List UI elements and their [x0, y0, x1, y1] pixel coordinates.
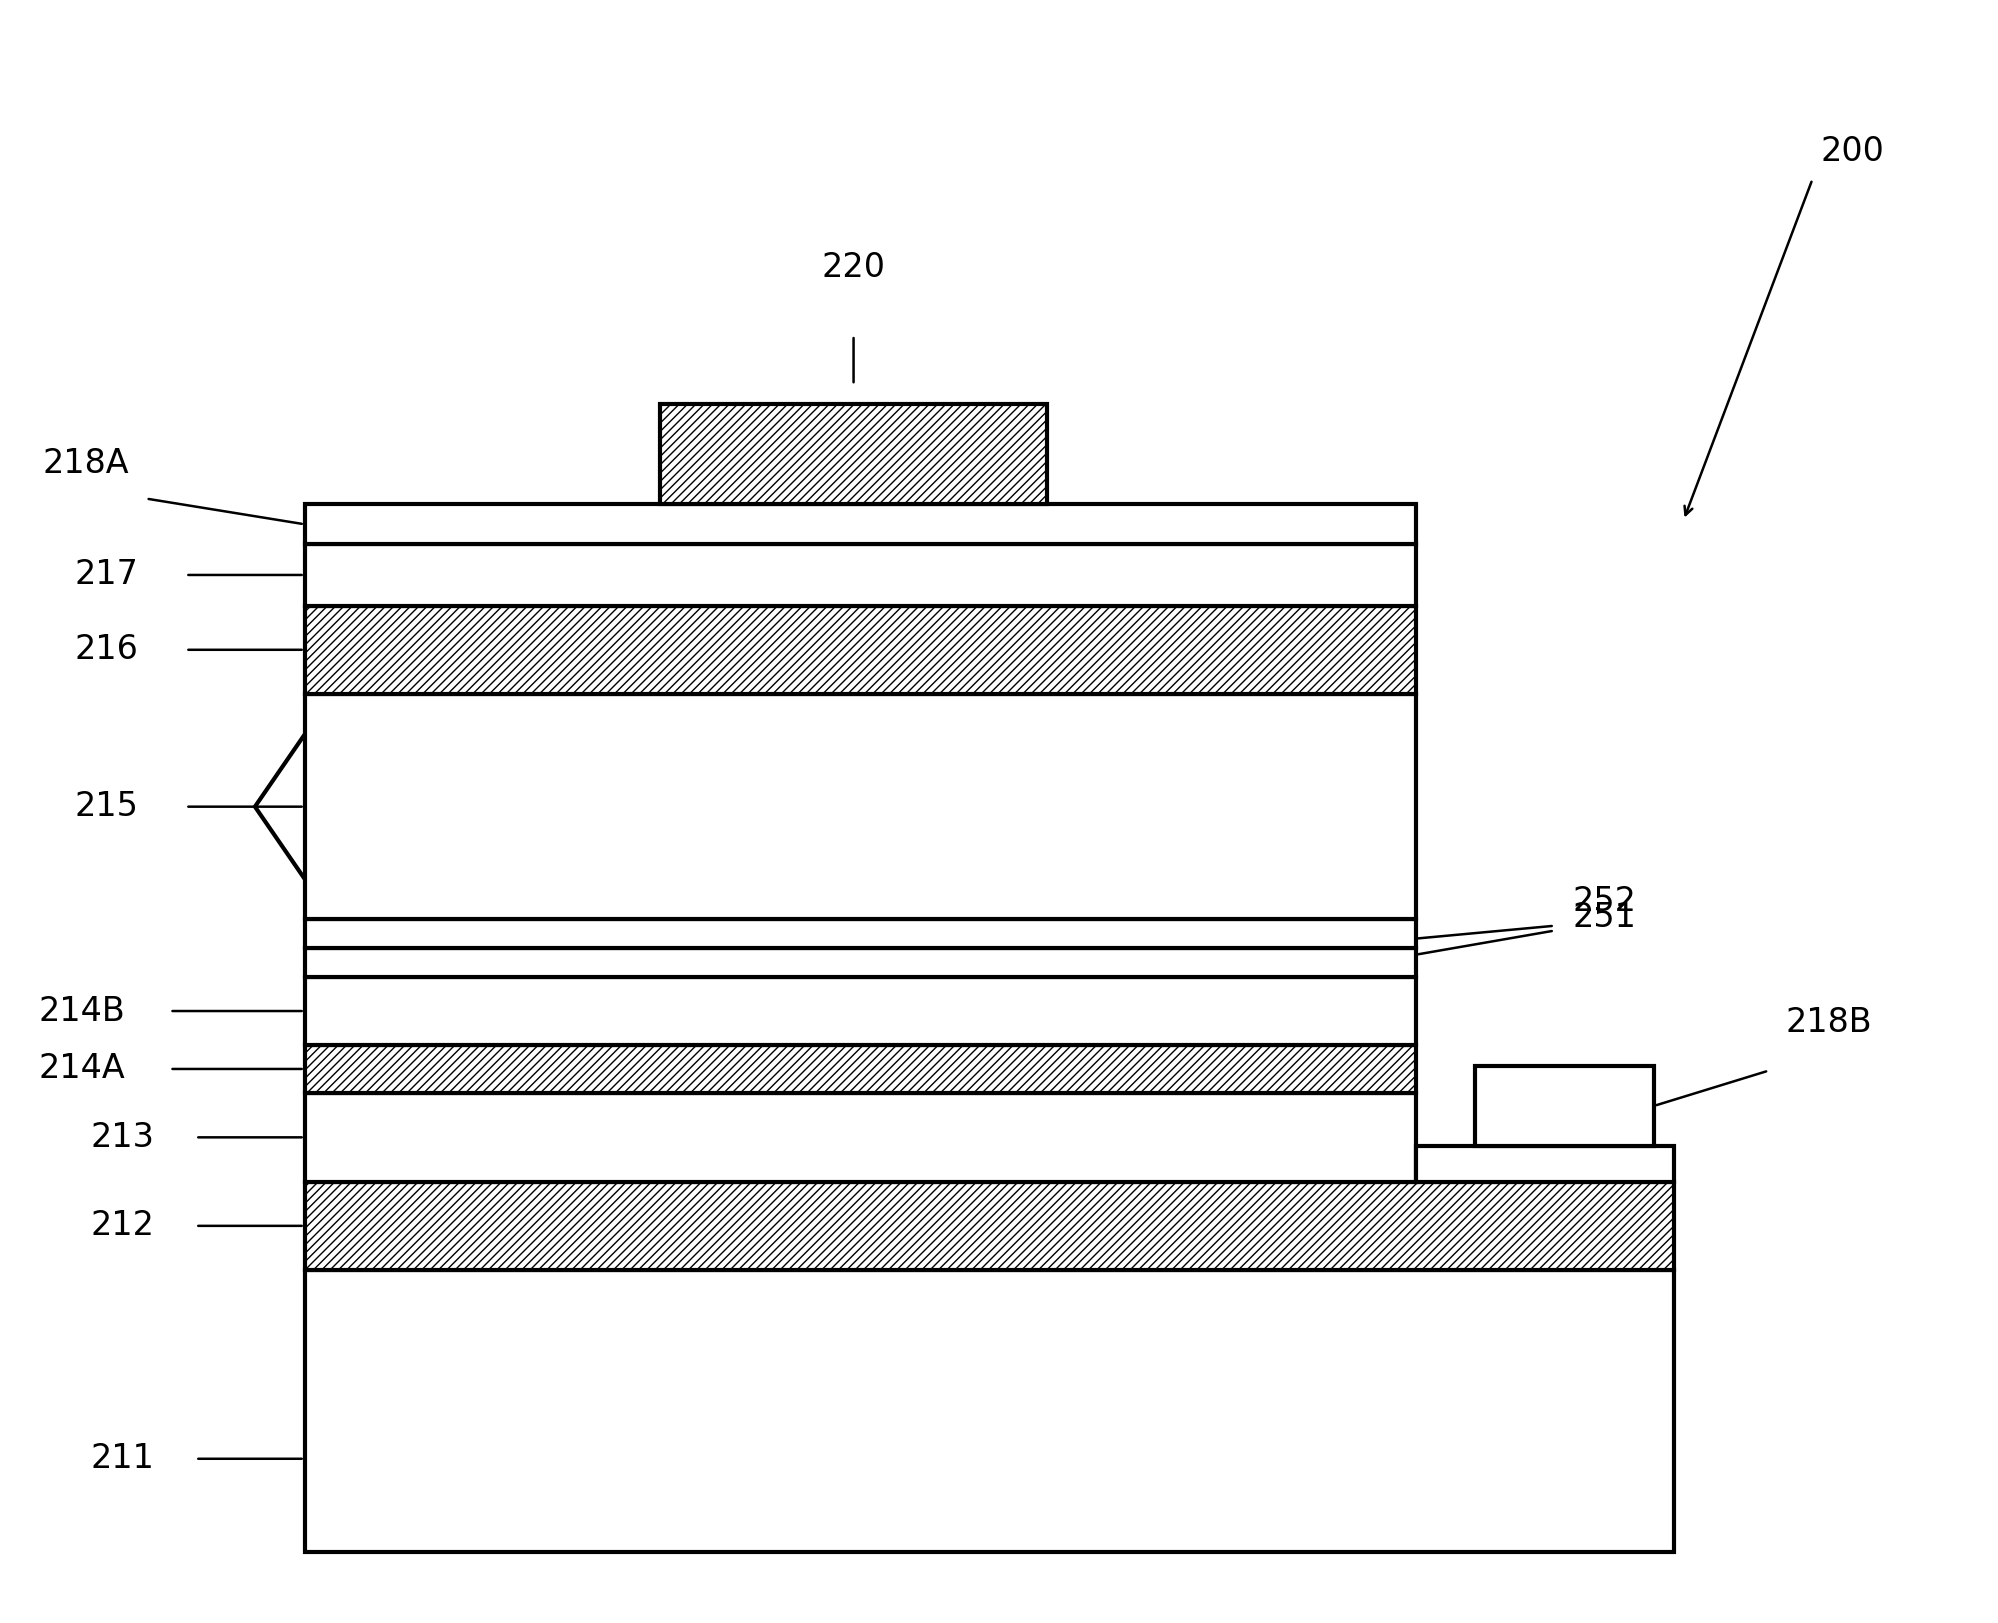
Bar: [304, 605, 1417, 695]
Bar: [304, 919, 1417, 948]
Bar: [304, 1271, 1674, 1552]
Text: 217: 217: [74, 558, 138, 591]
Text: 218A: 218A: [44, 446, 130, 480]
Text: 214B: 214B: [40, 995, 126, 1027]
Bar: [304, 505, 1417, 544]
Text: 216: 216: [74, 633, 138, 667]
Bar: [1475, 1066, 1654, 1146]
Text: 212: 212: [90, 1209, 154, 1242]
Bar: [304, 544, 1417, 605]
Bar: [304, 1094, 1417, 1182]
Text: 215: 215: [74, 790, 138, 823]
Text: 252: 252: [1572, 885, 1636, 919]
Text: 213: 213: [90, 1121, 154, 1154]
Bar: [304, 1182, 1674, 1271]
Bar: [1417, 1146, 1674, 1182]
Text: 218B: 218B: [1784, 1006, 1872, 1039]
Text: 200: 200: [1820, 135, 1884, 169]
Bar: [304, 1045, 1417, 1094]
Text: 251: 251: [1572, 901, 1636, 935]
Bar: [304, 977, 1417, 1045]
Bar: [304, 695, 1417, 919]
Text: 211: 211: [90, 1443, 154, 1475]
Bar: [304, 948, 1417, 977]
Bar: [659, 404, 1047, 505]
Text: 214A: 214A: [40, 1052, 126, 1086]
Text: 220: 220: [821, 252, 885, 284]
